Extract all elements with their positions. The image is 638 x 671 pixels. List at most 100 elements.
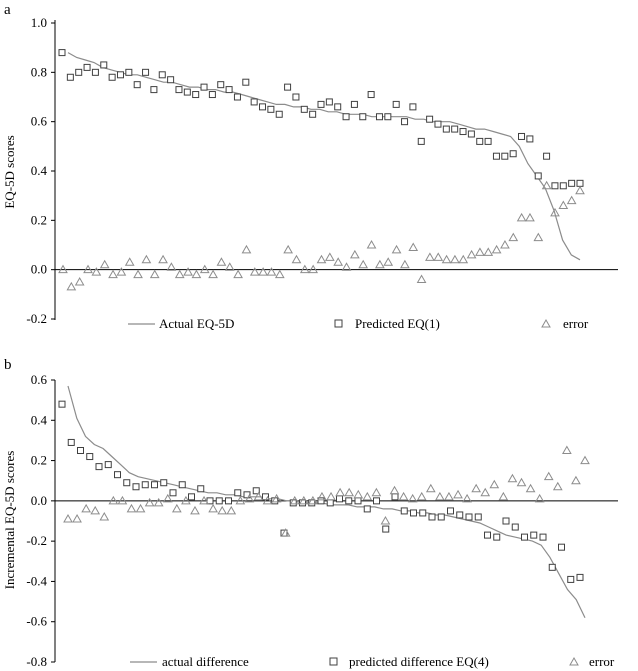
error-point <box>558 200 569 210</box>
error-point <box>400 259 410 269</box>
predicted-point <box>77 447 84 454</box>
error-point <box>341 262 352 271</box>
panel-a-y-axis-label: EQ-5D scores <box>2 135 17 208</box>
error-point <box>525 483 536 493</box>
predicted-point <box>336 495 343 503</box>
error-point <box>253 491 264 501</box>
legend-error-b-label: error <box>589 654 615 669</box>
y-tick-label: -0.2 <box>26 311 47 326</box>
predicted-point <box>576 179 584 187</box>
predicted-point <box>317 497 325 505</box>
predicted-point <box>484 137 492 145</box>
panel-a-label: a <box>4 2 11 18</box>
y-tick-label: 0.6 <box>31 372 48 387</box>
error-point <box>324 252 335 261</box>
error-point <box>141 254 152 264</box>
error-point <box>174 269 185 279</box>
error-point <box>299 264 310 274</box>
error-point <box>507 473 518 483</box>
predicted-point <box>428 513 436 521</box>
predicted-point <box>373 497 380 505</box>
error-point <box>298 495 309 505</box>
error-point <box>441 254 452 264</box>
panel-b-predicted-difference-markers <box>58 400 584 583</box>
predicted-point <box>169 489 177 497</box>
error-point <box>516 212 527 222</box>
error-point <box>190 505 200 515</box>
error-point <box>108 269 118 279</box>
panel-b-actual-difference-line <box>67 385 586 618</box>
predicted-point <box>200 83 208 91</box>
predicted-point <box>451 125 459 133</box>
predicted-point <box>558 543 565 551</box>
predicted-point <box>375 113 383 121</box>
error-point <box>508 232 519 242</box>
error-point <box>235 495 246 505</box>
error-point <box>416 274 427 284</box>
predicted-point <box>150 86 158 94</box>
error-point <box>458 254 469 264</box>
error-point <box>124 257 135 266</box>
panel-a-actual-eq5d-line <box>67 52 581 261</box>
predicted-point <box>151 481 158 489</box>
predicted-point <box>208 91 216 99</box>
predicted-point <box>576 573 584 581</box>
predicted-point <box>543 152 551 160</box>
predicted-point <box>183 88 191 96</box>
predicted-point <box>275 110 283 118</box>
error-point <box>541 180 552 190</box>
predicted-point <box>551 182 559 190</box>
error-point <box>66 281 77 291</box>
error-point <box>90 505 101 515</box>
predicted-point <box>91 68 99 76</box>
predicted-point <box>345 497 353 505</box>
legend-error-swatch <box>541 318 551 328</box>
predicted-point <box>501 152 509 160</box>
predicted-point <box>141 481 149 489</box>
predicted-point <box>178 481 186 489</box>
predicted-point <box>215 497 223 505</box>
predicted-point <box>250 98 258 106</box>
predicted-point <box>437 513 445 521</box>
error-point <box>335 487 345 497</box>
predicted-point <box>474 513 482 521</box>
error-point <box>208 269 218 279</box>
predicted-point <box>167 76 175 84</box>
predicted-point <box>419 509 427 517</box>
predicted-point <box>242 78 250 86</box>
predicted-point <box>252 487 260 495</box>
y-tick-label: 0.0 <box>31 493 47 508</box>
predicted-point <box>502 517 510 525</box>
panel-a-error-markers <box>58 180 585 291</box>
predicted-point <box>233 93 241 101</box>
predicted-point <box>409 103 417 111</box>
error-point <box>483 247 494 256</box>
legend-actual-difference-label: actual difference <box>162 654 249 669</box>
error-point <box>425 483 436 493</box>
predicted-point <box>292 93 300 101</box>
predicted-point <box>382 525 390 533</box>
error-point <box>224 262 235 271</box>
predicted-point <box>459 128 467 136</box>
legend-predicted-difference-label: predicted difference EQ(4) <box>349 654 489 669</box>
y-tick-label: -0.8 <box>26 654 47 669</box>
error-point <box>262 495 273 505</box>
predicted-point <box>493 533 501 541</box>
error-point <box>371 487 382 497</box>
error-point <box>408 242 419 251</box>
error-point <box>462 493 472 503</box>
error-point <box>83 264 93 274</box>
error-point <box>543 471 554 481</box>
error-point <box>289 495 300 505</box>
predicted-point <box>217 81 225 89</box>
error-point <box>91 267 102 276</box>
error-point <box>433 252 444 261</box>
y-tick-label: 0.6 <box>31 114 48 129</box>
error-point <box>375 259 385 269</box>
predicted-point <box>400 507 408 515</box>
error-point <box>362 491 373 501</box>
error-point <box>308 264 319 274</box>
predicted-point <box>467 130 475 138</box>
predicted-point <box>225 86 233 94</box>
error-point <box>444 491 454 501</box>
